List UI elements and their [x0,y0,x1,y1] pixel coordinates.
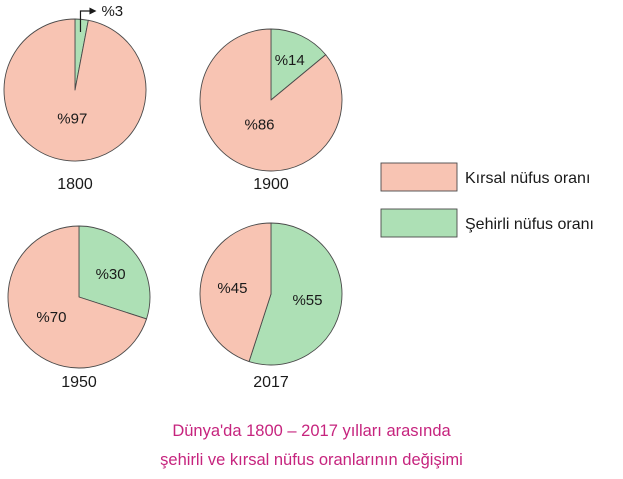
pie-slice-1800-kirsal [3,18,147,162]
pie-slice-1950-sehirli [78,225,151,320]
pie-slice-2017-kirsal [199,222,272,362]
caption-line-2: şehirli ve kırsal nüfus oranlarının deği… [160,451,463,469]
pie-charts-group: %3 %97 1800 %14 %86 1900 %30 %70 1950 %55 %45 2017 [3,3,343,391]
pie-chart-1800: %3 %97 1800 [3,3,147,193]
callout-line-1800 [79,10,91,33]
pie-chart-2017: %55 %45 2017 [199,222,343,391]
slice-label-2017-sehirli: %55 [292,292,322,309]
legend-swatch-sehirli [380,208,458,238]
slice-label-1950-kirsal: %70 [36,309,66,326]
pie-chart-1900: %14 %86 1900 [199,28,343,193]
pie-slice-1900-kirsal [199,28,343,172]
year-label-1900: 1900 [253,176,289,193]
slice-label-1800-kirsal: %97 [57,110,87,127]
slice-label-1900-kirsal: %86 [244,116,274,133]
slice-label-2017-kirsal: %45 [217,280,247,297]
year-label-1800: 1800 [57,176,93,193]
legend-label-sehirli: Şehirli nüfus oranı [465,216,594,233]
pie-chart-1950: %30 %70 1950 [7,225,151,391]
pie-slice-2017-sehirli [248,222,343,366]
year-label-2017: 2017 [253,374,289,391]
callout-arrow-icon [89,7,97,15]
caption-line-1: Dünya'da 1800 – 2017 yılları arasında [172,422,451,440]
legend-swatch-kirsal [380,162,458,192]
pie-slice-1900-sehirli [270,28,327,101]
slice-label-1900-sehirli: %14 [275,52,305,69]
year-label-1950: 1950 [61,374,97,391]
legend: Kırsal nüfus oranı Şehirli nüfus oranı [380,162,594,238]
slice-label-1800-sehirli: %3 [101,3,123,20]
pie-slice-1950-kirsal [7,225,147,369]
legend-label-kirsal: Kırsal nüfus oranı [465,170,590,187]
slice-label-1950-sehirli: %30 [96,266,126,283]
